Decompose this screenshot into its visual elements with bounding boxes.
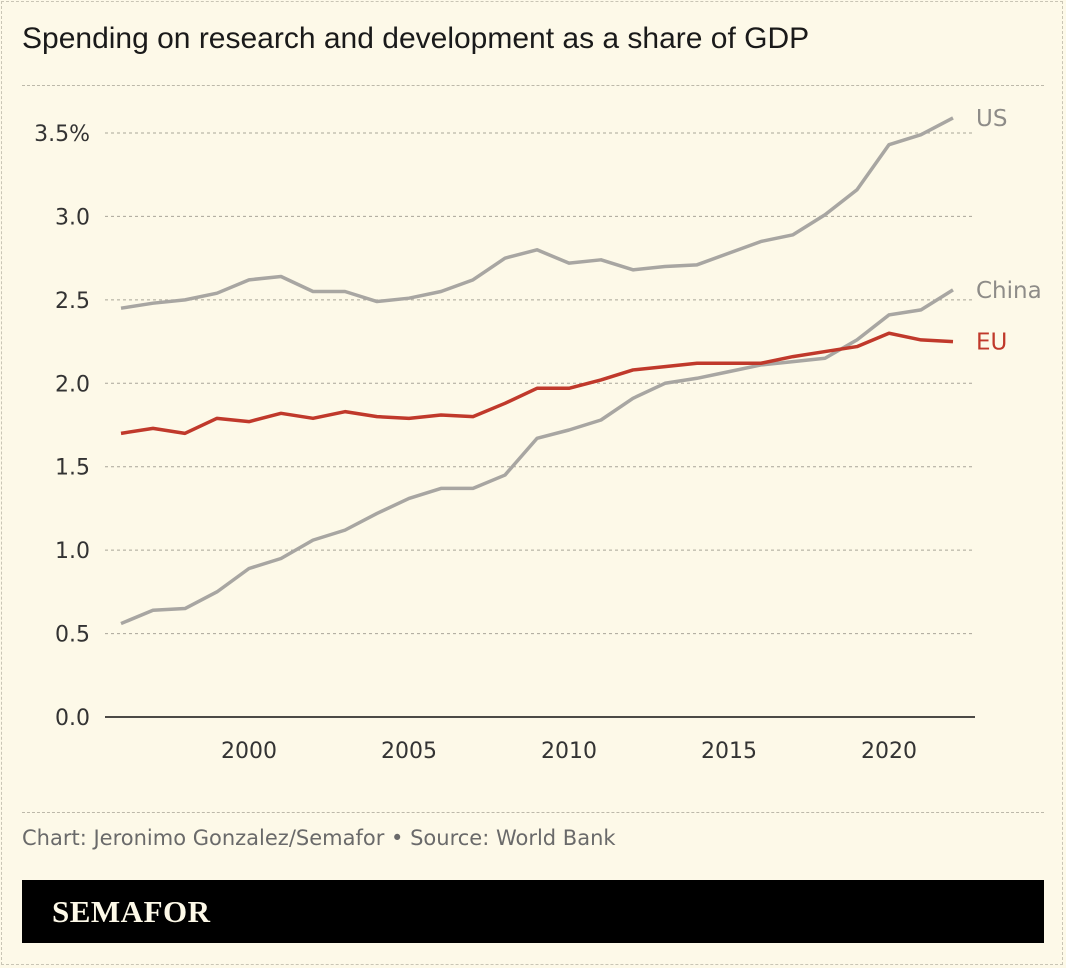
series-label-us: US xyxy=(976,106,1007,132)
series-label-china: China xyxy=(976,278,1042,304)
source-credit: Chart: Jeronimo Gonzalez/Semafor • Sourc… xyxy=(22,826,616,850)
x-tick-label: 2000 xyxy=(221,739,277,764)
y-tick-label: 0.5 xyxy=(55,623,90,648)
series-label-eu: EU xyxy=(976,330,1007,356)
x-tick-label: 2015 xyxy=(701,739,757,764)
y-tick-label: 2.5 xyxy=(55,289,90,314)
top-divider xyxy=(22,85,1044,86)
line-chart: 0.0 0.5 1.0 1.5 2.0 2.5 3.0 3.5% 2000 2005 2010 201… xyxy=(34,106,1042,764)
y-tick-label: 2.0 xyxy=(55,372,90,397)
y-tick-label: 1.0 xyxy=(55,539,90,564)
x-tick-label: 2020 xyxy=(861,739,917,764)
y-tick-label: 3.0 xyxy=(55,205,90,230)
y-tick-label: 0.0 xyxy=(55,706,90,731)
series-line-china xyxy=(120,288,954,626)
semafor-logo: SEMAFOR xyxy=(52,894,211,929)
series-line-eu xyxy=(120,331,954,436)
x-tick-label: 2010 xyxy=(541,739,597,764)
logo-bar: SEMAFOR xyxy=(22,880,1044,943)
y-tick-label: 3.5% xyxy=(34,122,90,147)
y-tick-label: 1.5 xyxy=(55,456,90,481)
series-line-us xyxy=(120,116,954,310)
bottom-divider xyxy=(22,812,1044,813)
chart-title: Spending on research and development as … xyxy=(22,22,810,55)
x-tick-label: 2005 xyxy=(381,739,437,764)
